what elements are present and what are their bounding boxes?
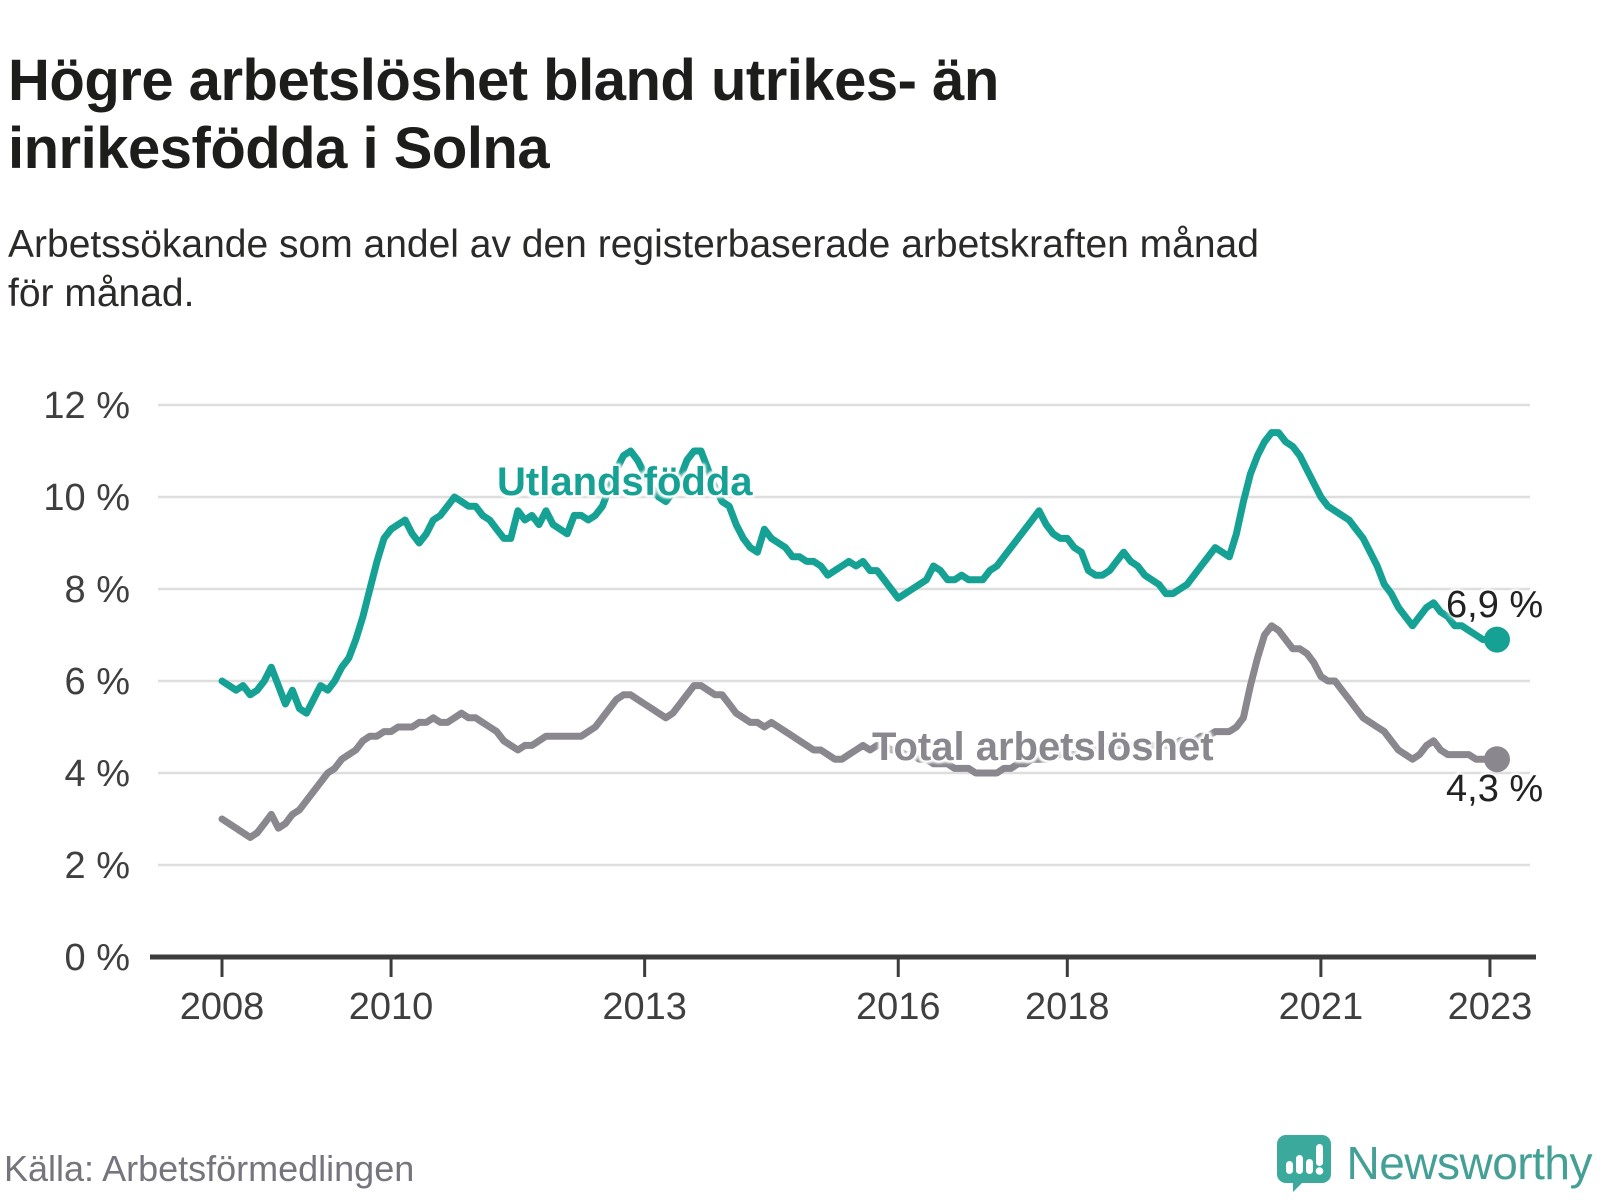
newsworthy-logo: Newsworthy (1276, 1134, 1592, 1192)
series-label-utlandsfodda: Utlandsfödda (497, 460, 753, 504)
logo-bar-1 (1286, 1161, 1294, 1174)
subtitle-line-1: Arbetssökande som andel av den registerb… (8, 223, 1259, 266)
subtitle-line-2: för månad. (8, 271, 195, 315)
series-lines (218, 429, 1501, 841)
svg-text:2010: 2010 (349, 986, 434, 1028)
svg-text:2016: 2016 (856, 986, 941, 1028)
source-note: Källa: Arbetsförmedlingen (4, 1148, 415, 1189)
logo-exclamation-bar (1316, 1144, 1324, 1166)
chart-subtitle: Arbetssökande som andel av den registerb… (8, 221, 1568, 319)
x-axis (150, 954, 1536, 977)
svg-text:4 %: 4 % (65, 753, 130, 795)
end-value-label-total: 4,3 % (1446, 768, 1544, 810)
x-axis-labels: 2008 2010 2013 2016 2018 2021 2023 (180, 986, 1532, 1028)
y-axis-labels: 0 % 2 % 4 % 6 % 8 % 10 % 12 % (43, 385, 130, 979)
title-line-1: Högre arbetslöshet bland utrikes- än (8, 47, 999, 113)
logo-exclamation-dot (1316, 1167, 1324, 1175)
svg-text:2013: 2013 (602, 986, 687, 1028)
svg-text:2021: 2021 (1279, 986, 1364, 1028)
svg-text:0 %: 0 % (65, 937, 130, 979)
logo-bar-3 (1306, 1159, 1314, 1174)
svg-text:10 %: 10 % (43, 477, 130, 519)
svg-text:8 %: 8 % (65, 569, 130, 611)
svg-text:2 %: 2 % (65, 845, 130, 887)
newsworthy-logo-text: Newsworthy (1346, 1137, 1592, 1189)
logo-bar-2 (1296, 1155, 1304, 1174)
page-title: Högre arbetslöshet bland utrikes- än inri… (8, 47, 1408, 183)
svg-text:12 %: 12 % (43, 385, 130, 427)
newsworthy-logo-icon (1277, 1135, 1332, 1192)
logo-bubble-shape (1277, 1135, 1332, 1192)
series-label-total-arbetsloshet: Total arbetslöshet (872, 725, 1214, 769)
title-line-2: inrikesfödda i Solna (8, 115, 550, 181)
svg-text:2018: 2018 (1025, 986, 1110, 1028)
gridlines (158, 403, 1530, 867)
svg-text:6 %: 6 % (65, 661, 130, 703)
series-end-dots (1483, 626, 1510, 773)
svg-text:2008: 2008 (180, 986, 265, 1028)
svg-text:2023: 2023 (1448, 986, 1533, 1028)
end-value-label-utlandsfodda: 6,9 % (1446, 584, 1544, 626)
